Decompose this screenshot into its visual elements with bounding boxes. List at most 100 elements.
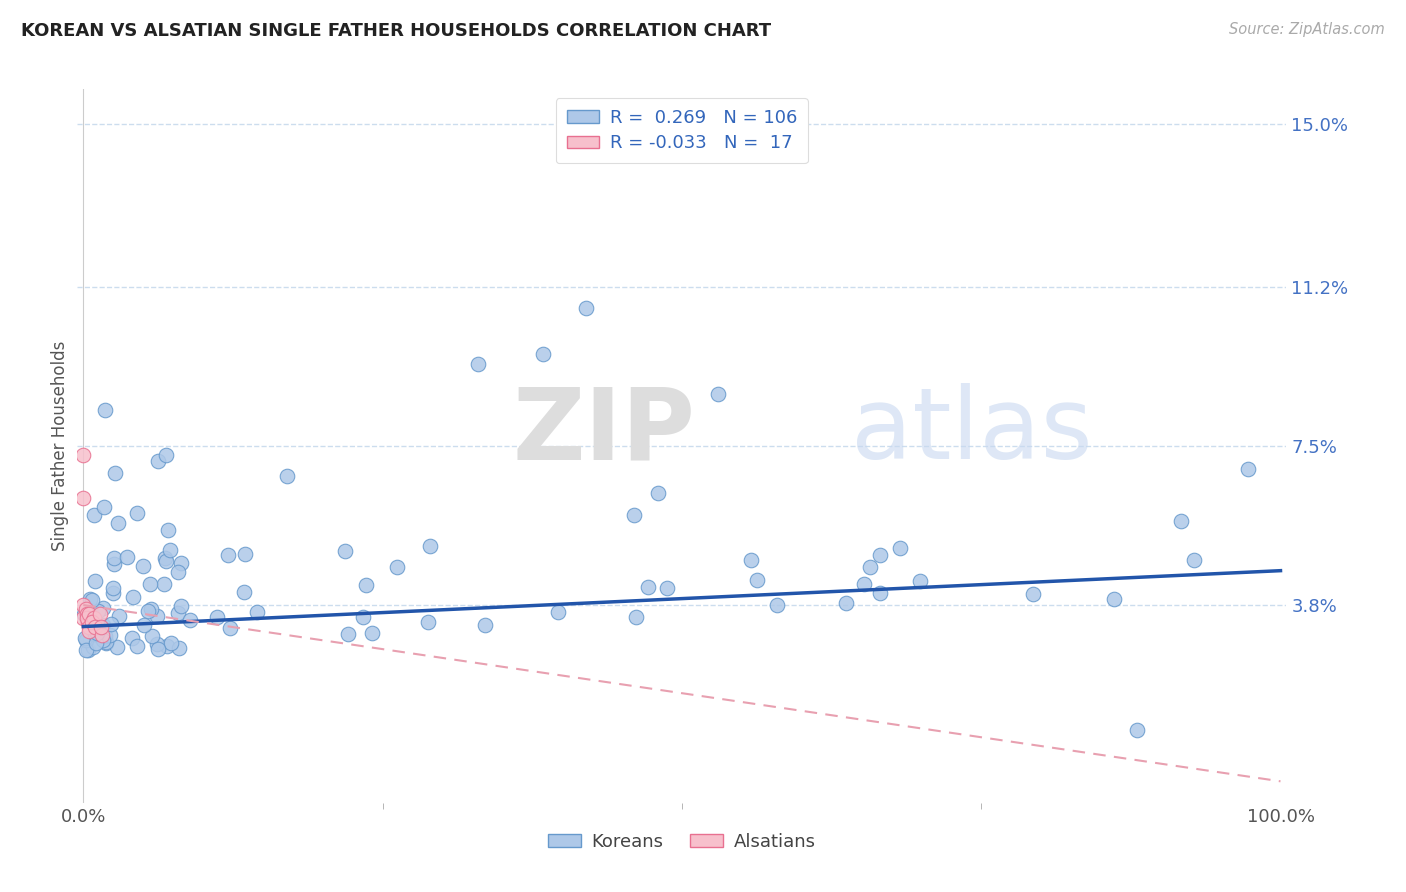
Point [467,357,489,371]
Point [139,577,162,591]
Point [159,543,181,558]
Point [167,565,190,579]
Point [77,624,100,638]
Point [889,541,911,556]
Point [146,637,169,651]
Point [146,453,169,467]
Point [352,609,374,624]
Point [72,598,94,612]
Point [637,581,659,595]
Point [75,602,97,616]
Point [740,553,762,567]
Point [333,544,356,558]
Point [852,576,875,591]
Point [141,629,163,643]
Point [86,603,108,617]
Point [94,629,117,643]
Text: ZIP: ZIP [513,384,696,480]
Point [94,636,117,650]
Point [77,619,100,633]
Point [77,643,100,657]
Point [72,491,94,505]
Point [276,469,298,483]
Point [419,539,441,553]
Point [76,607,98,621]
Point [170,556,193,570]
Point [83,508,105,523]
Point [82,615,104,630]
Point [155,448,177,462]
Point [122,590,145,604]
Point [136,604,159,618]
Point [153,551,176,566]
Point [179,613,201,627]
Point [354,578,377,592]
Point [75,632,97,647]
Point [72,611,94,625]
Point [1236,462,1258,476]
Point [766,598,789,612]
Point [79,592,101,607]
Point [101,586,124,600]
Point [747,573,769,587]
Point [647,486,669,500]
Point [103,581,125,595]
Point [155,639,177,653]
Point [385,560,408,574]
Point [148,641,170,656]
Point [91,628,114,642]
Point [91,618,114,632]
Point [207,610,229,624]
Text: atlas: atlas [851,384,1092,480]
Point [156,524,179,538]
Point [90,619,112,633]
Point [117,549,139,564]
Point [83,626,105,640]
Point [98,628,121,642]
Point [531,346,554,360]
Point [217,548,239,562]
Point [153,576,176,591]
Point [94,403,117,417]
Point [859,559,882,574]
Legend: Koreans, Alsatians: Koreans, Alsatians [541,826,823,858]
Point [93,601,115,615]
Point [134,618,156,632]
Point [337,627,360,641]
Point [93,500,115,514]
Point [80,592,103,607]
Point [104,466,127,480]
Point [623,508,645,522]
Text: KOREAN VS ALSATIAN SINGLE FATHER HOUSEHOLDS CORRELATION CHART: KOREAN VS ALSATIAN SINGLE FATHER HOUSEHO… [21,22,772,40]
Point [146,608,169,623]
Point [79,603,101,617]
Point [1182,553,1205,567]
Point [707,387,730,401]
Point [1022,587,1045,601]
Y-axis label: Single Father Households: Single Father Households [51,341,69,551]
Point [94,635,117,649]
Point [75,643,97,657]
Point [218,621,240,635]
Text: Source: ZipAtlas.com: Source: ZipAtlas.com [1229,22,1385,37]
Point [105,640,128,654]
Point [869,548,891,562]
Point [89,607,111,621]
Point [103,558,125,572]
Point [418,615,440,629]
Point [121,632,143,646]
Point [232,585,254,599]
Point [83,611,105,625]
Point [361,626,384,640]
Point [132,559,155,574]
Point [77,607,100,621]
Point [624,610,647,624]
Point [125,639,148,653]
Point [91,632,114,647]
Point [167,607,190,621]
Point [575,301,598,316]
Point [77,615,100,630]
Point [75,632,97,646]
Point [155,554,177,568]
Point [103,551,125,566]
